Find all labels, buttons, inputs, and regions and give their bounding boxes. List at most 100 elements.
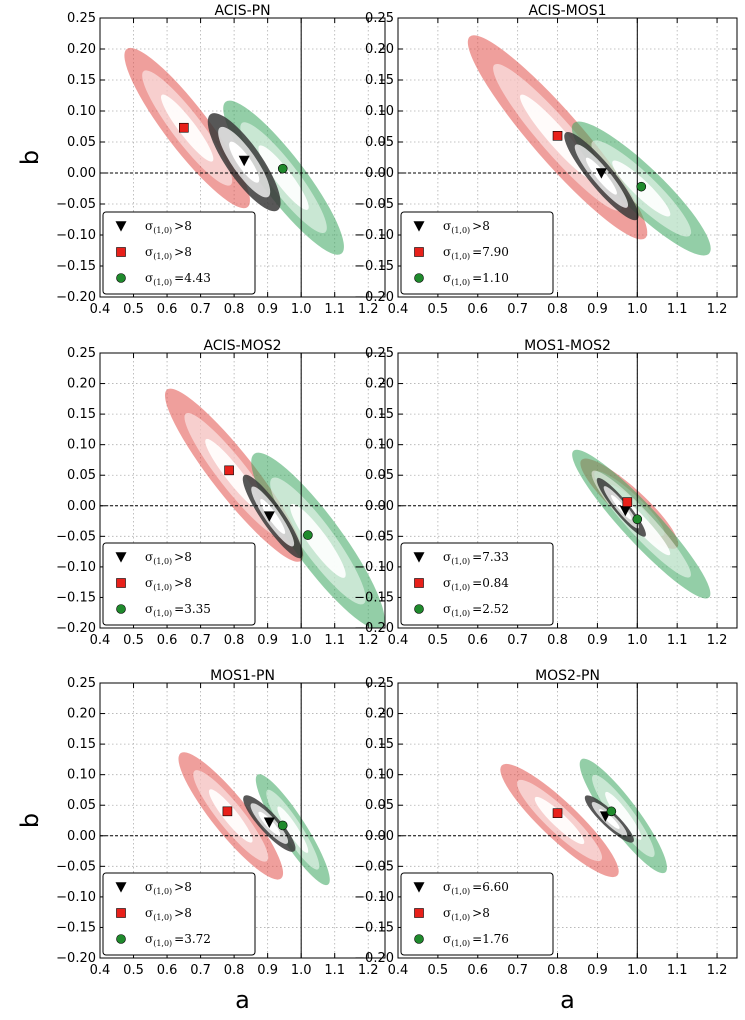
y-tick-label: −0.15: [354, 590, 394, 605]
y-tick-label: 0.10: [67, 104, 96, 119]
y-tick-label: 0.20: [67, 42, 96, 57]
legend-marker-green: [414, 934, 424, 944]
x-tick-label: 1.0: [291, 963, 312, 978]
x-tick-label: 0.7: [507, 633, 528, 648]
x-tick-label: 1.1: [667, 633, 688, 648]
y-tick-label: 0.20: [365, 707, 394, 722]
subplot-mos1-mos2: 0.4 0.5 0.6 0.7 0.8 0.9 1.0 1.1 1.2−0.20−0.15−0.…: [354, 338, 738, 648]
subplot-title: MOS1-MOS2: [524, 338, 611, 354]
x-tick-label: 0.8: [547, 633, 568, 648]
y-tick-label: −0.15: [56, 590, 96, 605]
x-tick-label: 0.7: [190, 302, 211, 317]
contour-1sigma-green: [277, 806, 309, 853]
axes-frame: [397, 352, 738, 629]
legend-label-black: σ(1,0) =6.60: [443, 880, 509, 896]
x-tick-label: 0.6: [157, 963, 178, 978]
x-tick-label: 0.9: [587, 963, 608, 978]
x-tick-label: 1.0: [627, 633, 648, 648]
legend-marker-black: [115, 221, 127, 232]
y-tick-label: 0.15: [365, 407, 394, 422]
contours: [164, 388, 385, 628]
y-tick-label: 0.25: [365, 11, 394, 26]
ticks: 0.4 0.5 0.6 0.7 0.8 0.9 1.0 1.1 1.2 −0.20 −0.15 −0.…: [56, 11, 385, 317]
legend-label-red: σ(1,0) >8: [145, 245, 192, 261]
x-tick-label: 0.9: [257, 963, 278, 978]
x-axis-label: a: [235, 986, 250, 1014]
y-tick-label: −0.05: [354, 859, 394, 874]
y-tick-label: 0.15: [67, 73, 96, 88]
x-tick-label: 1.2: [707, 302, 728, 317]
legend-label-black: σ(1,0) >8: [443, 219, 490, 235]
subplot-mos2-pn: 0.4 0.5 0.6 0.7 0.8 0.9 1.0 1.1 1.2−0.20−0.15−0.…: [354, 668, 738, 1014]
y-tick-label: 0.20: [365, 377, 394, 392]
y-tick-label: −0.15: [354, 920, 394, 935]
x-tick-label: 0.5: [123, 302, 144, 317]
y-tick-label: −0.20: [56, 951, 96, 966]
x-tick-label: 1.1: [667, 302, 688, 317]
y-tick-label: 0.15: [365, 737, 394, 752]
legend-label-green: σ(1,0) =1.10: [443, 271, 509, 287]
y-tick-label: 0.05: [67, 798, 96, 813]
legend-box: [400, 542, 554, 626]
subplot-acis-pn: 0.4 0.5 0.6 0.7 0.8 0.9 1.0 1.1 1.2 −0.20 −0.15 −0.…: [16, 3, 386, 317]
subplot-title: MOS1-PN: [210, 668, 275, 684]
legend-label-green: σ(1,0) =2.52: [443, 602, 509, 618]
x-tick-label: 1.0: [291, 302, 312, 317]
ticks: 0.4 0.5 0.6 0.7 0.8 0.9 1.0 1.1 1.2 −0.20 −0.15 −0.…: [56, 346, 385, 648]
x-tick-label: 0.8: [224, 302, 245, 317]
marker-black: [238, 155, 250, 167]
y-tick-label: 0.15: [365, 73, 394, 88]
legend-box: [102, 542, 256, 626]
x-tick-label: 0.4: [90, 963, 111, 978]
x-tick-label: 0.5: [428, 302, 449, 317]
marker-green: [303, 530, 313, 540]
subplot-title: ACIS-MOS1: [528, 3, 606, 19]
contour-1sigma-black: [260, 498, 286, 534]
x-tick-label: 0.6: [467, 302, 488, 317]
x-tick-label: 1.0: [627, 302, 648, 317]
legend-marker-black: [413, 552, 425, 563]
y-tick-label: 0.05: [365, 468, 394, 483]
x-tick-label: 1.1: [324, 302, 345, 317]
contour-1sigma-green: [290, 503, 346, 578]
legend-label-green: σ(1,0) =1.76: [443, 932, 509, 948]
y-tick-label: 0.25: [67, 346, 96, 361]
y-tick-label: 0.05: [67, 135, 96, 150]
y-tick-label: −0.15: [56, 259, 96, 274]
marker-red: [224, 465, 234, 476]
marker-green: [632, 514, 643, 525]
marker-green: [277, 820, 288, 831]
legend-box: [102, 211, 256, 295]
subplot-title: ACIS-MOS2: [203, 338, 281, 354]
y-tick-label: 0.05: [365, 135, 394, 150]
legend-marker-red: [116, 247, 126, 257]
x-tick-label: 0.7: [507, 963, 528, 978]
legend-label-black: σ(1,0) >8: [145, 550, 192, 566]
y-tick-label: −0.20: [56, 290, 96, 305]
x-tick-label: 0.4: [90, 633, 111, 648]
legend: σ(1,0) >8 σ(1,0) =7.90 σ(1,0) =1.10: [400, 211, 554, 295]
y-axis-label: b: [16, 150, 44, 165]
x-tick-label: 0.8: [224, 633, 245, 648]
y-tick-label: 0.00: [67, 829, 96, 844]
x-tick-label: 0.8: [547, 963, 568, 978]
x-tick-label: 0.5: [428, 963, 449, 978]
y-tick-label: 0.05: [67, 468, 96, 483]
x-tick-label: 0.8: [224, 963, 245, 978]
x-tick-label: 0.7: [507, 302, 528, 317]
marker-red: [622, 497, 633, 507]
marker-green: [636, 181, 647, 192]
contours: [500, 758, 667, 878]
x-tick-label: 0.6: [157, 302, 178, 317]
legend: σ(1,0) >8 σ(1,0) >8 σ(1,0) =3.72: [102, 872, 256, 956]
y-axis-label: b: [16, 813, 44, 828]
subplot-acis-mos2: 0.4 0.5 0.6 0.7 0.8 0.9 1.0 1.1 1.2 −0.20 −0.15 −0.…: [56, 338, 386, 648]
legend: σ(1,0) =7.33 σ(1,0) =0.84 σ(1,0) =2.52: [400, 542, 554, 626]
y-tick-label: −0.10: [56, 560, 96, 575]
x-tick-label: 1.2: [358, 302, 379, 317]
marker-red: [552, 808, 563, 818]
legend: σ(1,0) >8 σ(1,0) >8 σ(1,0) =3.35: [102, 542, 256, 626]
x-tick-label: 1.2: [707, 633, 728, 648]
legend-label-black: σ(1,0) >8: [145, 880, 192, 896]
legend-marker-black: [115, 552, 127, 563]
